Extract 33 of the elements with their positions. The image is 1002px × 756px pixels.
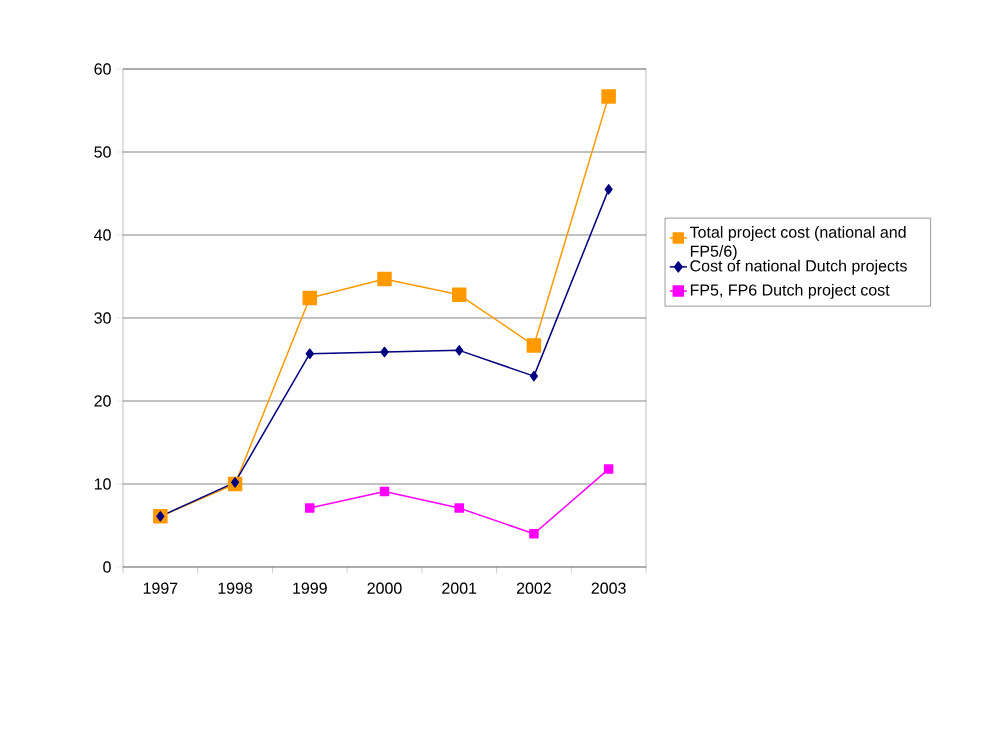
x-tick-label: 2002 (516, 582, 551, 594)
point (451, 287, 467, 303)
point (302, 290, 318, 306)
legend-label: FP5, FP6 Dutch project cost (690, 283, 890, 299)
y-tick-label: 10 (94, 478, 111, 490)
x-tick-label: 2001 (442, 582, 477, 594)
point (455, 345, 464, 356)
y-tick-label: 20 (94, 395, 111, 407)
y-tick-label: 50 (94, 146, 111, 158)
point (529, 529, 539, 539)
point (526, 338, 542, 353)
point (305, 503, 315, 513)
legend-label: Cost of national Dutch projects (690, 259, 907, 275)
point (454, 503, 464, 513)
legend-label: Total project cost (national and FP5/6) (689, 226, 906, 260)
x-tick-label: 2003 (591, 582, 626, 594)
point (380, 346, 389, 358)
y-tick-label: 40 (94, 229, 111, 241)
y-tick-label: 30 (94, 312, 111, 324)
x-tick-label: 1999 (293, 582, 327, 594)
x-tick-label: 2000 (367, 582, 402, 594)
point (529, 370, 539, 382)
x-tick-label: 1997 (143, 582, 178, 594)
point (230, 477, 240, 488)
point (601, 89, 616, 104)
point (604, 184, 613, 195)
x-tick-label: 1998 (218, 582, 253, 594)
point (377, 271, 392, 287)
point (379, 486, 390, 497)
point (305, 348, 314, 359)
y-tick-label: 60 (94, 63, 111, 75)
y-tick-label: 0 (103, 561, 111, 573)
point (603, 464, 614, 474)
